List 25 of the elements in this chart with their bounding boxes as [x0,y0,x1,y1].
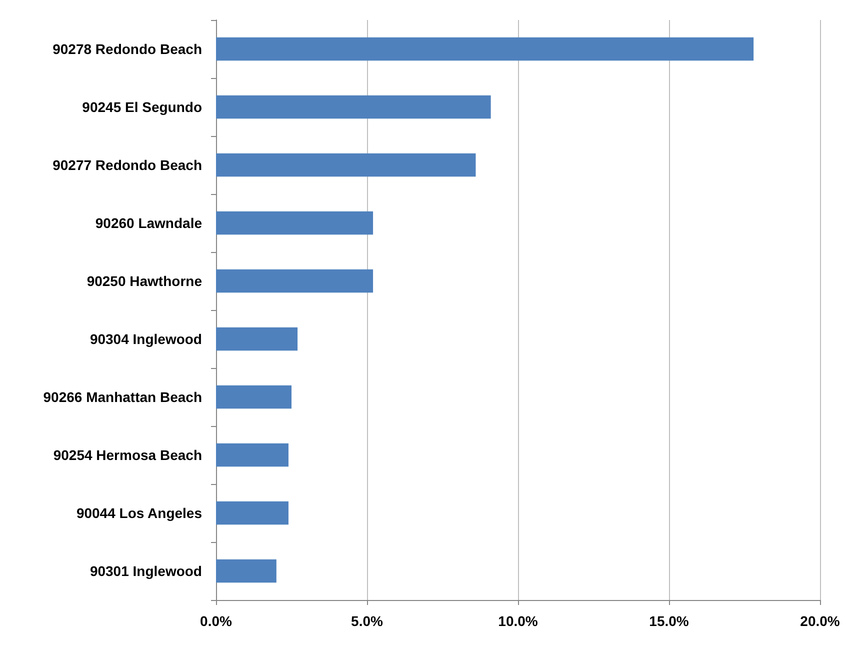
x-tick-label: 20.0% [800,613,840,629]
y-tick-label: 90254 Hermosa Beach [53,447,202,463]
x-tick-label: 5.0% [351,613,384,629]
bar [216,385,292,409]
bar [216,153,476,177]
bar [216,501,288,525]
bar [216,211,374,235]
y-tick-label: 90250 Hawthorne [86,273,202,289]
y-tick-label: 90266 Manhattan Beach [43,389,202,405]
y-tick-label: 90301 Inglewood [90,563,202,579]
bar [216,559,276,583]
y-tick-label: 90044 Los Angeles [76,505,202,521]
bar [216,37,754,61]
y-tick-label: 90277 Redondo Beach [52,157,202,173]
y-tick-label: 90304 Inglewood [90,331,202,347]
x-tick-label: 0.0% [200,613,232,629]
bar [216,269,374,293]
bar [216,443,288,467]
y-tick-label: 90278 Redondo Beach [52,41,202,57]
x-tick-label: 10.0% [498,613,538,629]
bar [216,327,298,351]
x-tick-label: 15.0% [649,613,690,629]
y-tick-label: 90245 El Segundo [82,99,202,115]
bar [216,95,491,119]
y-tick-label: 90260 Lawndale [95,215,202,231]
